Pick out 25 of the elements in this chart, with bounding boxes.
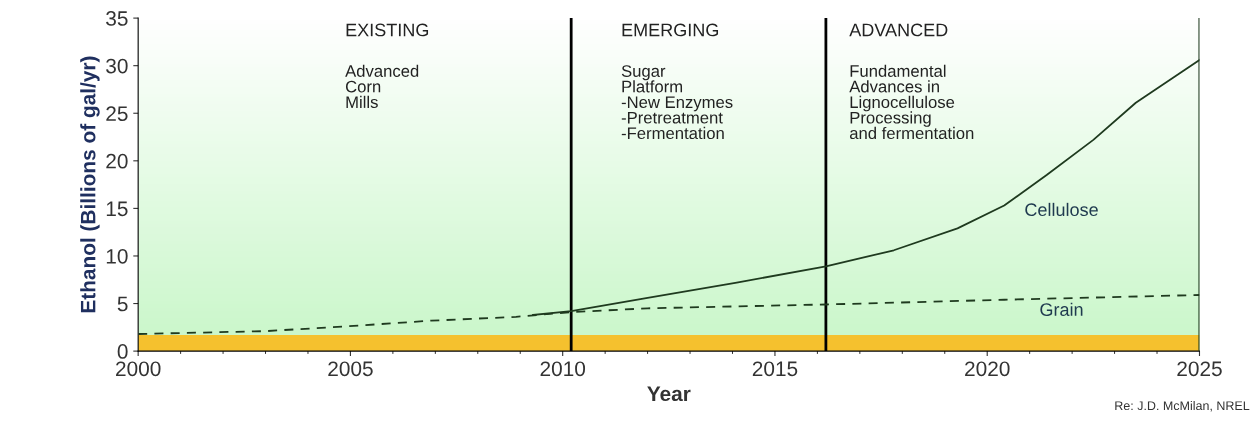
annotation: Fundamental Advances in Lignocellulose Processing and fermentation	[849, 64, 974, 140]
x-tick-label: 2015	[752, 361, 798, 377]
y-tick-label: 20	[106, 153, 128, 169]
annotation: ADVANCED	[849, 23, 948, 37]
series-label: Grain	[1040, 302, 1083, 316]
x-tick-label: 2020	[965, 361, 1010, 377]
y-tick-label: 5	[117, 296, 128, 312]
x-tick-label: 2005	[328, 361, 373, 377]
y-axis-title: Ethanol (Billions of gal/yr)	[80, 56, 100, 313]
annotation: EXISTING	[346, 23, 429, 37]
text: Re: J.D. McMilan, NREL	[1115, 400, 1250, 412]
y-tick-label: 15	[106, 201, 128, 217]
x-tick-label: 2010	[540, 361, 586, 377]
x-tick-label: 2025	[1177, 361, 1222, 377]
y-tick-label: 10	[106, 248, 128, 264]
annotation: EMERGING	[622, 23, 719, 37]
y-tick-label: 30	[106, 58, 128, 74]
y-tick-label: 35	[106, 11, 128, 26]
y-tick-label: 0	[117, 344, 128, 359]
y-tick-label: 25	[106, 106, 128, 121]
x-axis-title: Year	[647, 386, 691, 402]
annotation: Advanced Corn Mills	[345, 64, 419, 109]
series-label: Cellulose	[1025, 202, 1098, 217]
annotation: Sugar Platform -New Enzymes -Pretreatment -Fermentation	[621, 65, 733, 140]
x-tick-label: 2000	[116, 361, 161, 377]
